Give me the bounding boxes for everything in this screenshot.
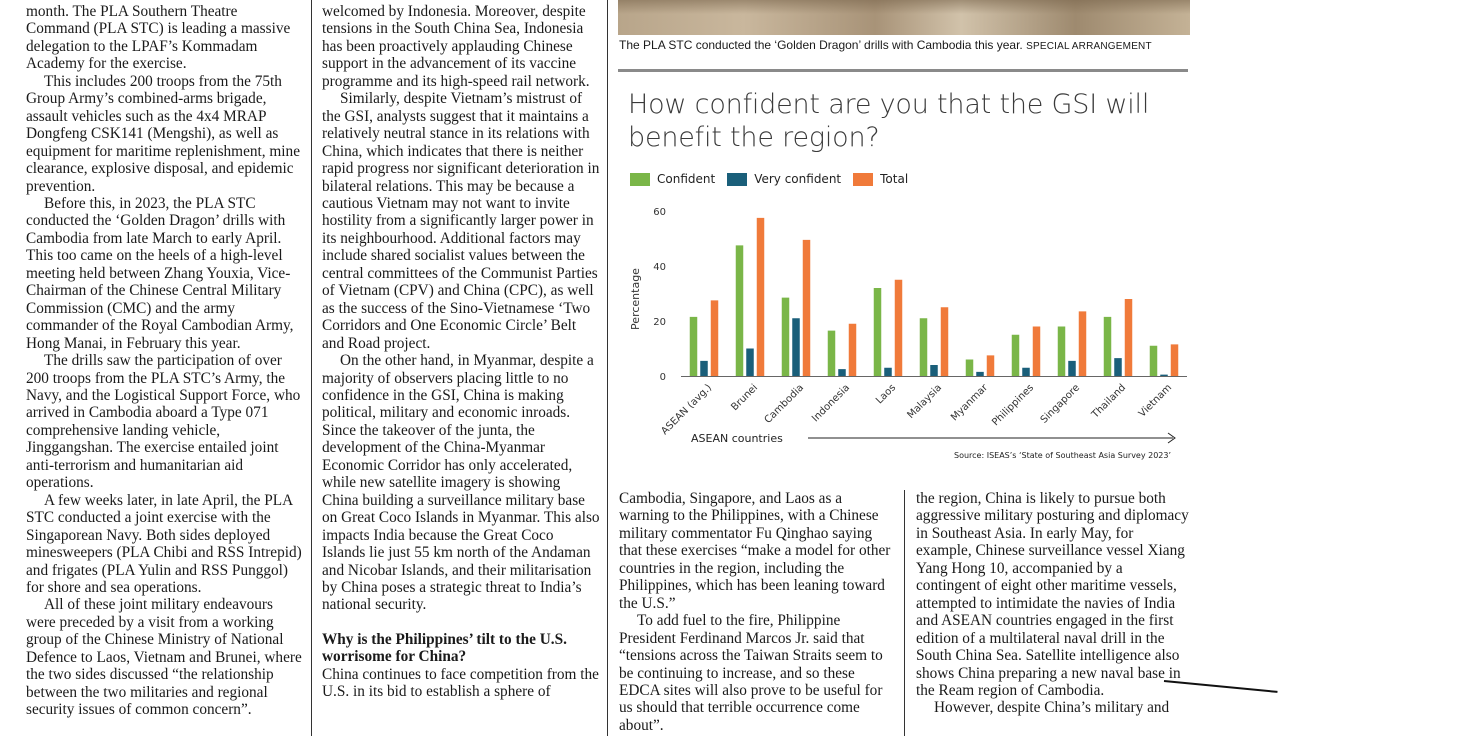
bar	[986, 355, 995, 376]
y-tick-label: 40	[653, 262, 666, 273]
x-tick-label: Philippines	[990, 382, 1036, 428]
column-divider	[607, 0, 608, 736]
caption-text: The PLA STC conducted the ‘Golden Dragon…	[619, 38, 1023, 52]
legend-label: Total	[880, 172, 909, 186]
paragraph: To add fuel to the fire, Philippine Pres…	[619, 612, 883, 734]
x-tick-label: Brunei	[729, 382, 760, 413]
article-column-3: Cambodia, Singapore, and Laos as a warni…	[619, 490, 891, 736]
x-tick-label: Thailand	[1089, 382, 1128, 421]
paragraph: Before this, in 2023, the PLA STC conduc…	[26, 194, 294, 352]
article-column-4: the region, China is likely to pursue bo…	[916, 490, 1190, 736]
bar	[746, 348, 754, 376]
bar	[700, 360, 708, 376]
bar	[1149, 345, 1158, 376]
column-divider	[904, 490, 905, 736]
column-divider	[311, 0, 312, 736]
bar	[1160, 374, 1168, 376]
legend-swatch	[727, 172, 748, 186]
x-axis-label: ASEAN countries	[691, 432, 783, 445]
legend-item-confident: Confident	[630, 172, 715, 186]
section-heading: Why is the Philippines’ tilt to the U.S.…	[322, 630, 567, 666]
bar	[802, 239, 811, 376]
bar	[1114, 358, 1122, 376]
paragraph: A few weeks later, in late April, the PL…	[26, 491, 302, 596]
x-tick-label: Vietnam	[1137, 382, 1174, 419]
bar	[1170, 344, 1179, 376]
x-tick-label: Cambodia	[763, 382, 807, 426]
legend-swatch	[853, 172, 874, 186]
x-axis-arrowhead	[1167, 432, 1176, 444]
legend-label: Confident	[657, 172, 716, 186]
y-tick-label: 60	[653, 207, 666, 218]
chart-legend: Confident Very confident Total	[630, 172, 920, 186]
bar	[1078, 311, 1087, 376]
photo-credit: SPECIAL ARRANGEMENT	[1026, 41, 1152, 52]
paragraph: The drills saw the participation of over…	[26, 352, 301, 492]
bar	[1011, 334, 1020, 376]
legend-label: Very confident	[754, 172, 842, 186]
bar	[976, 371, 984, 376]
article-column-2: welcomed by Indonesia. Moreover, despite…	[322, 0, 600, 736]
y-tick-label: 0	[660, 372, 666, 383]
chart-top-rule	[618, 69, 1188, 72]
bar	[965, 359, 974, 376]
bar	[930, 365, 938, 376]
paragraph: month. The PLA Southern Theatre Command …	[26, 3, 291, 73]
legend-item-very-confident: Very confident	[727, 172, 841, 186]
bar	[919, 318, 928, 376]
paragraph: On the other hand, in Myanmar, despite a…	[322, 352, 600, 614]
paragraph: the region, China is likely to pursue bo…	[916, 490, 1189, 699]
article-column-1: month. The PLA Southern Theatre Command …	[26, 0, 302, 736]
bar	[1068, 360, 1076, 376]
paragraph: China continues to face competition from…	[322, 665, 599, 701]
bar	[940, 307, 949, 376]
x-tick-label: Laos	[874, 382, 898, 406]
paragraph: All of these joint military endeavours w…	[26, 596, 302, 719]
y-tick-label: 20	[653, 317, 666, 328]
bar	[689, 316, 698, 376]
paragraph: This includes 200 troops from the 75th G…	[26, 72, 300, 195]
article-photo	[618, 0, 1190, 35]
bar	[1032, 326, 1041, 376]
bar	[838, 369, 846, 376]
x-tick-label: Indonesia	[810, 382, 852, 424]
paragraph: welcomed by Indonesia. Moreover, despite…	[322, 3, 590, 90]
bar	[1057, 326, 1066, 376]
y-axis-label: Percentage	[629, 268, 642, 330]
bar	[710, 300, 719, 376]
bar	[756, 217, 765, 376]
legend-swatch	[630, 172, 650, 186]
photo-caption: The PLA STC conducted the ‘Golden Dragon…	[619, 38, 1199, 52]
chart-source: Source: ISEAS’s ‘State of Southeast Asia…	[954, 451, 1172, 460]
bar	[792, 318, 800, 376]
bar	[894, 279, 903, 376]
chart-title: How confident are you that the GSI will …	[628, 89, 1150, 153]
bar	[884, 367, 892, 376]
bar	[848, 323, 857, 376]
bar	[827, 330, 836, 376]
bar	[873, 288, 882, 376]
x-tick-label: Malaysia	[905, 382, 944, 421]
bar	[735, 245, 744, 376]
paragraph: However, despite China’s military and	[934, 699, 1170, 717]
paragraph: Similarly, despite Vietnam’s mistrust of…	[322, 90, 600, 352]
x-tick-label: ASEAN (avg.)	[659, 382, 714, 437]
bar-chart: 0 20 40 60 Percentage ASEAN (avg.) Brunei Cambo…	[629, 207, 1187, 445]
bar	[781, 297, 790, 376]
x-tick-label: Singapore	[1039, 382, 1082, 425]
bar	[1022, 367, 1030, 376]
paragraph: Cambodia, Singapore, and Laos as a warni…	[619, 490, 891, 612]
legend-item-total: Total	[853, 172, 908, 186]
bar	[1103, 316, 1112, 376]
x-tick-label: Myanmar	[949, 382, 991, 424]
bar	[1124, 299, 1133, 376]
